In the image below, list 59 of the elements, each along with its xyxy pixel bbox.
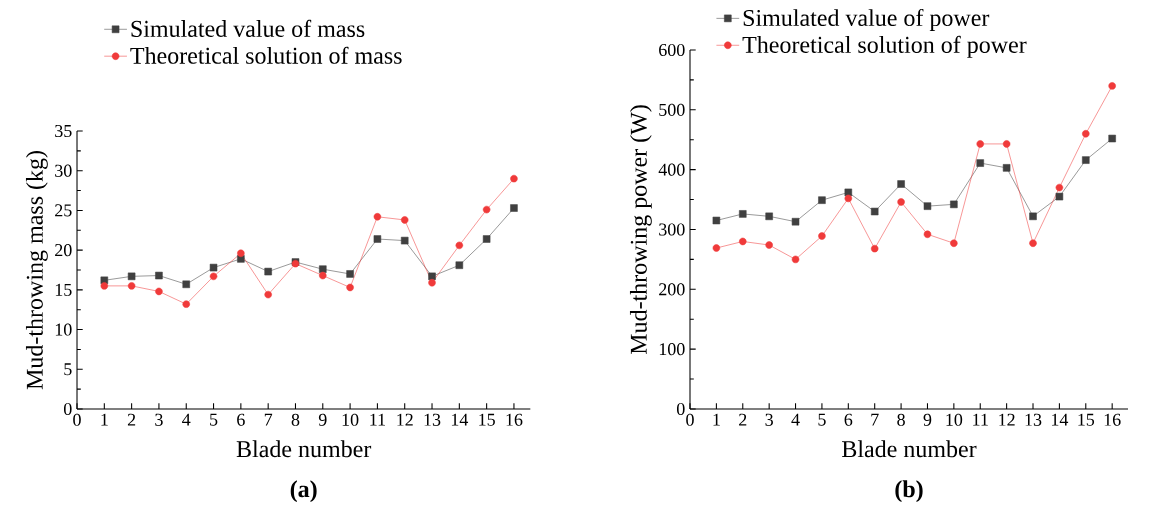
y-tick-label: 0 [676,402,685,416]
x-tick-label: 2 [127,413,136,426]
y-tick-label: 0 [63,402,72,416]
y-tick-label: 5 [64,363,72,376]
x-tick-label: 0 [686,413,694,426]
x-tick-label: 15 [479,413,495,426]
x-tick-label: 13 [424,413,441,426]
x-tick-label: 10 [342,413,359,426]
x-tick-label: 8 [291,413,300,426]
x-tick-label: 7 [871,413,879,426]
x-tick-label: 15 [1078,413,1095,426]
x-tick-label: 4 [182,413,191,426]
x-tick-label: 9 [318,413,327,426]
x-tick-label: 6 [237,413,245,426]
y-tick-label: 20 [55,244,72,257]
text: (a) [290,480,317,503]
x-tick-label: 8 [897,413,905,426]
x-tick-label: 6 [844,413,853,426]
y-tick-label: 25 [55,204,72,217]
y-tick-label: 400 [658,163,685,176]
x-tick-label: 0 [73,413,81,426]
x-tick-label: 3 [155,413,163,426]
x-tick-label: 13 [1025,413,1042,426]
text: (b) [895,480,923,503]
legend-label: Simulated value of power [743,8,990,31]
x-axis-title: Blade number [236,440,372,458]
y-axis-title: Mud-throwing mass (kg) [25,151,48,390]
legend-label: Theoretical solution of power [742,35,1027,58]
y-tick-label: 10 [55,323,72,336]
x-tick-label: 1 [713,413,720,426]
x-tick-label: 14 [451,413,469,426]
x-tick-label: 2 [739,413,747,426]
x-tick-label: 4 [791,413,800,426]
y-tick-label: 500 [659,103,685,116]
x-tick-label: 11 [973,413,988,426]
x-tick-label: 5 [818,413,826,426]
x-tick-label: 1 [101,413,108,426]
x-tick-label: 7 [264,413,273,426]
x-tick-label: 14 [1051,413,1069,426]
y-tick-label: 100 [659,343,685,356]
y-tick-label: 35 [55,124,72,138]
y-tick-label: 300 [659,223,685,236]
x-tick-label: 12 [999,413,1015,426]
y-tick-label: 200 [659,283,685,296]
x-tick-label: 16 [506,413,523,426]
x-tick-label: 10 [946,413,963,426]
x-tick-label: 11 [370,413,385,426]
y-axis-title: Mud-throwing power (W) [629,105,652,355]
legend-label: Theoretical solution of mass [130,46,402,64]
legend-label: Simulated value of mass [131,19,365,37]
x-tick-label: 16 [1104,413,1121,426]
x-tick-label: 3 [765,413,773,426]
x-tick-label: 5 [210,413,218,426]
x-axis-title: Blade number [842,440,977,458]
x-tick-label: 12 [397,413,413,426]
y-tick-label: 600 [659,43,685,57]
x-tick-label: 9 [923,413,932,426]
y-tick-label: 30 [55,164,72,177]
y-tick-label: 15 [55,283,72,296]
